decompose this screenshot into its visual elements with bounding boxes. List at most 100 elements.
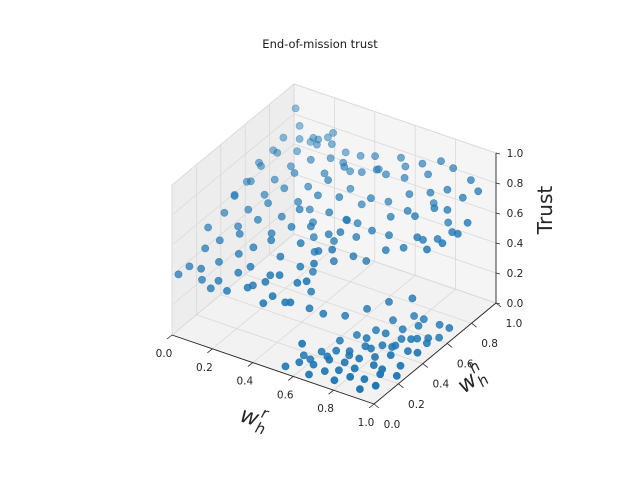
scatter-point xyxy=(389,316,397,325)
scatter-point xyxy=(235,229,244,238)
scatter-point xyxy=(340,358,349,367)
scatter-point xyxy=(267,236,276,245)
scatter-point xyxy=(366,194,375,203)
z-tick-mark xyxy=(495,152,501,155)
scatter-point xyxy=(307,287,316,296)
scatter-point xyxy=(430,204,439,213)
scatter-point xyxy=(253,215,262,224)
scatter-point xyxy=(336,228,345,236)
scatter-point xyxy=(323,133,332,142)
svg-text:whr: whr xyxy=(236,398,272,439)
scatter-point xyxy=(266,271,275,280)
scatter-point xyxy=(343,216,351,225)
scatter-point xyxy=(276,252,285,261)
scatter-point xyxy=(259,299,268,308)
scatter-point xyxy=(317,347,326,356)
y-tick-label: 0.2 xyxy=(408,399,425,411)
scatter-point xyxy=(396,361,405,370)
x-tick-label: 0.0 xyxy=(156,348,173,360)
scatter-point xyxy=(399,243,408,252)
x-tick-label: 0.8 xyxy=(317,403,334,415)
scatter-point xyxy=(295,205,304,214)
scatter-point xyxy=(223,286,231,295)
grid-z-left xyxy=(171,113,295,216)
scatter-point xyxy=(422,339,431,348)
scatter-point xyxy=(327,140,336,148)
scatter-point xyxy=(329,257,338,266)
chart-title: End-of-mission trust xyxy=(262,37,378,51)
x-tick-mark xyxy=(328,389,334,395)
scatter-point xyxy=(280,184,289,193)
axis-lines xyxy=(166,152,502,409)
scatter-point xyxy=(357,200,366,209)
scatter-point xyxy=(309,233,318,241)
scatter-point xyxy=(411,212,419,220)
grid-y-floor xyxy=(293,233,497,304)
scatter-point xyxy=(386,212,395,221)
grid-z-left xyxy=(171,233,295,336)
scatter-point xyxy=(291,104,300,113)
scatter-point xyxy=(458,193,467,202)
scatter-point xyxy=(435,320,444,329)
scatter-point xyxy=(466,176,475,184)
x-tick-mark xyxy=(368,403,375,409)
scatter-point xyxy=(381,246,390,254)
z-tick-mark xyxy=(495,242,501,245)
scatter-point xyxy=(246,262,255,271)
scatter-point xyxy=(305,304,314,313)
scatter-point xyxy=(340,162,349,171)
scatter-point xyxy=(371,381,380,390)
scatter-point xyxy=(206,284,215,293)
grid-z-left xyxy=(171,83,295,186)
scatter-point xyxy=(443,185,452,194)
scatter-point xyxy=(264,199,272,207)
scatter-point xyxy=(355,354,364,363)
scatter-point xyxy=(443,205,452,214)
scatter-point xyxy=(293,278,302,287)
scatter-point xyxy=(305,205,314,214)
scatter-point xyxy=(308,267,317,276)
grid-z-back xyxy=(293,83,497,154)
scatter-point xyxy=(244,205,253,214)
scatter-point xyxy=(257,162,265,170)
grid-z-back xyxy=(293,143,497,214)
scatter-point xyxy=(319,309,328,318)
x-tick-label: 0.2 xyxy=(196,362,213,374)
scatter-point xyxy=(304,182,313,191)
scatter-point xyxy=(385,231,393,240)
scatter-point xyxy=(287,222,296,231)
scatter-point xyxy=(349,252,358,261)
scatter-point xyxy=(357,168,366,176)
y-tick-label: 0.0 xyxy=(384,419,401,431)
z-tick-label: 0.4 xyxy=(507,238,524,250)
scatter-point xyxy=(474,187,483,196)
scatter-point xyxy=(369,361,378,369)
scatter-point xyxy=(185,262,194,271)
scatter-point xyxy=(413,233,422,242)
x-axis-label: whr xyxy=(236,398,272,439)
scatter-point xyxy=(320,169,329,178)
scatter-point xyxy=(334,366,343,375)
scatter-point xyxy=(444,218,453,227)
scatter-point xyxy=(381,329,390,338)
scatter-point xyxy=(261,277,270,286)
x-tick-mark xyxy=(207,348,213,354)
scatter-point xyxy=(371,152,379,160)
scatter-point xyxy=(299,351,308,360)
x-tick-label: 1.0 xyxy=(358,417,375,429)
scatter-point xyxy=(234,268,243,277)
z-tick-mark xyxy=(495,212,501,215)
scatter-point xyxy=(335,193,344,201)
scatter-point xyxy=(341,148,350,157)
scatter-point xyxy=(294,197,302,206)
scatter-point xyxy=(438,239,447,248)
scatter-point xyxy=(418,159,427,168)
grid-z-left xyxy=(171,173,295,276)
scatter-point xyxy=(335,336,344,345)
scatter-point xyxy=(326,154,335,163)
scatter-point xyxy=(435,333,443,342)
z-tick-mark xyxy=(495,182,501,185)
z-tick-label: 0.0 xyxy=(507,298,524,310)
scatter-point xyxy=(281,362,290,371)
